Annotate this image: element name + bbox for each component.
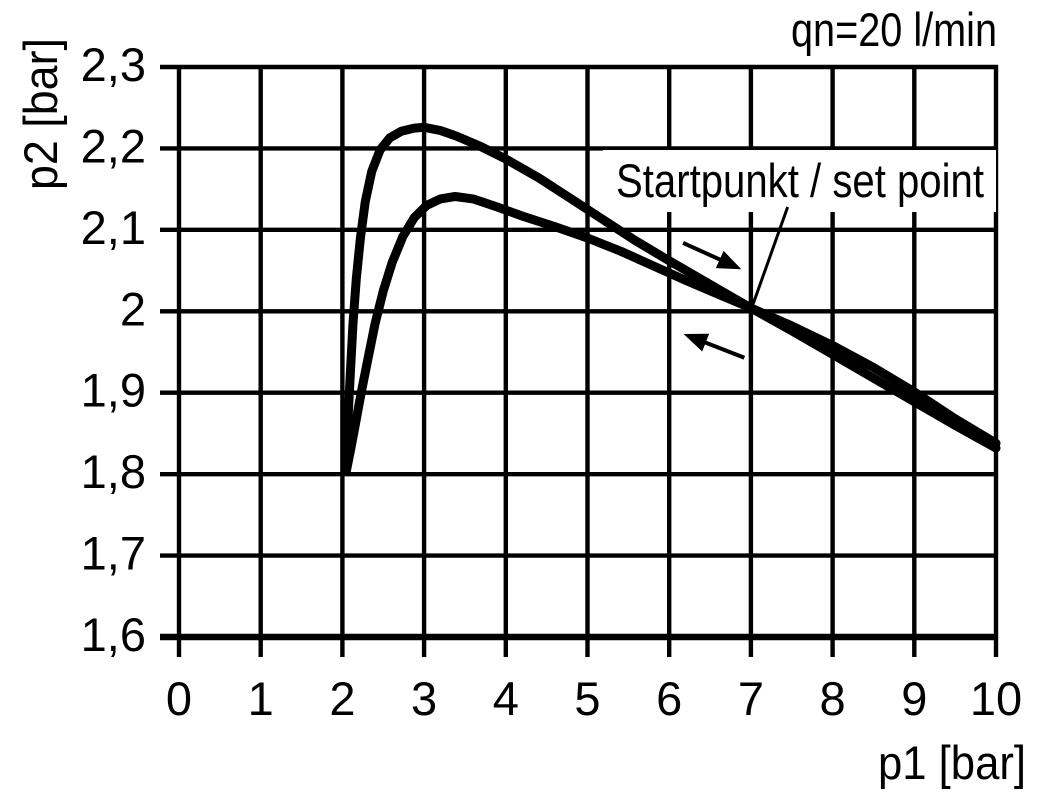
- x-tick-label: 10: [970, 672, 1022, 725]
- y-tick-label: 1,9: [81, 364, 146, 417]
- x-tick-label: 4: [493, 672, 519, 725]
- y-tick-label: 1,8: [81, 445, 146, 498]
- hysteresis-curves: [342, 122, 1001, 475]
- x-axis-label: p1 [bar]: [878, 736, 1026, 789]
- y-tick-label: 2,1: [81, 201, 146, 254]
- x-tick-label: 2: [329, 672, 355, 725]
- y-axis-label: p2 [bar]: [14, 38, 67, 190]
- annotation-arrows: [682, 206, 790, 360]
- y-tick-label: 1,7: [81, 527, 146, 580]
- y-tick-label: 2,3: [81, 38, 146, 91]
- x-tick-label: 8: [820, 672, 846, 725]
- tick-labels: 0 1 2 3 4 5 6 7 8 9 10 1,6 1,7 1,8 1,9 2 2,1 2,2 2,3: [81, 38, 1022, 725]
- x-tick-label: 1: [248, 672, 274, 725]
- y-tick-label: 2: [120, 282, 146, 335]
- y-tick-label: 2,2: [81, 119, 146, 172]
- set-point-annotation-label: Startpunkt / set point: [616, 154, 984, 207]
- x-tick-label: 5: [574, 672, 600, 725]
- decreasing-p1-arrow: [683, 333, 746, 360]
- upper-branch-curve: [342, 122, 1001, 475]
- x-tick-label: 7: [738, 672, 764, 725]
- set-point-leader-line: [751, 206, 790, 307]
- chart-title: qn=20 l/min: [791, 3, 997, 56]
- x-tick-label: 6: [656, 672, 682, 725]
- annotation-background: [603, 150, 996, 212]
- y-tick-label: 1,6: [81, 608, 146, 661]
- x-tick-label: 3: [411, 672, 437, 725]
- lower-branch-curve: [342, 192, 1001, 475]
- increasing-p1-arrow: [682, 241, 742, 270]
- x-tick-label: 9: [901, 672, 927, 725]
- x-tick-label: 0: [166, 672, 192, 725]
